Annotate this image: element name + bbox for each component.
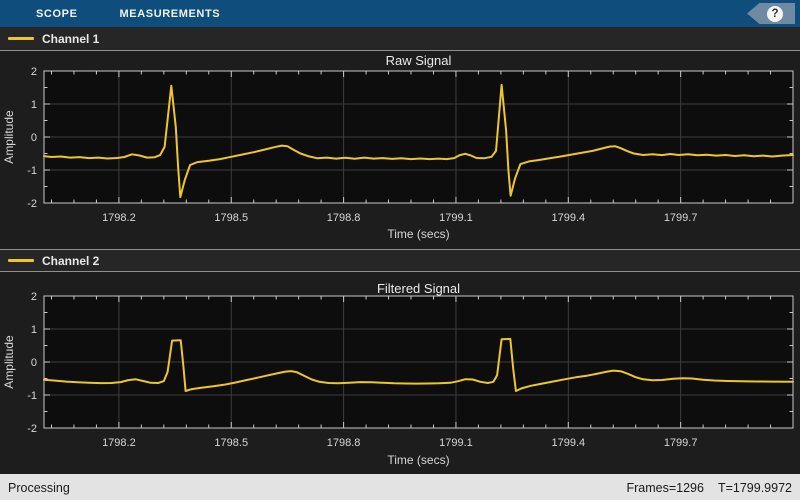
question-mark-icon: ?	[767, 5, 783, 22]
status-bar: Processing Frames=1296 T=1799.9972	[0, 474, 800, 500]
help-button[interactable]: ?	[747, 3, 795, 24]
svg-text:1: 1	[31, 324, 37, 336]
svg-text:Amplitude: Amplitude	[2, 335, 16, 389]
status-frames: Frames=1296	[626, 480, 704, 495]
svg-text:Raw Signal: Raw Signal	[386, 53, 452, 68]
filtered-signal-chart[interactable]: 1798.2 1798.5 1798.8 1799.1 1799.4 1799.7 -2 -1…	[0, 272, 800, 474]
svg-text:0: 0	[31, 132, 37, 144]
legend-label-channel-2: Channel 2	[42, 253, 100, 268]
svg-text:1799.4: 1799.4	[551, 437, 585, 449]
svg-text:-1: -1	[27, 390, 37, 402]
svg-text:1799.4: 1799.4	[551, 212, 585, 224]
legend-channel-2: Channel 2	[0, 249, 800, 272]
svg-text:1799.1: 1799.1	[439, 212, 473, 224]
filtered-signal-panel: 1798.2 1798.5 1798.8 1799.1 1799.4 1799.7 -2 -1…	[0, 272, 800, 474]
svg-text:-1: -1	[27, 165, 37, 177]
svg-text:1798.5: 1798.5	[214, 437, 248, 449]
status-time: T=1799.9972	[717, 480, 792, 495]
svg-text:1: 1	[31, 99, 37, 111]
svg-text:1798.8: 1798.8	[327, 437, 361, 449]
raw-signal-panel: 1798.2 1798.5 1798.8 1799.1 1799.4 1799.7 -2 -1…	[0, 51, 800, 249]
svg-text:1798.2: 1798.2	[102, 437, 136, 449]
svg-text:1798.2: 1798.2	[102, 212, 136, 224]
legend-label-channel-1: Channel 1	[42, 31, 100, 46]
svg-text:Time (secs): Time (secs)	[387, 453, 449, 467]
svg-text:Amplitude: Amplitude	[2, 110, 16, 164]
svg-text:0: 0	[31, 357, 37, 369]
svg-text:1798.8: 1798.8	[327, 212, 361, 224]
toolstrip-tab-bar: SCOPE MEASUREMENTS ?	[0, 0, 800, 27]
tab-measurements[interactable]: MEASUREMENTS	[119, 7, 221, 20]
legend-channel-1: Channel 1	[0, 27, 800, 51]
svg-text:-2: -2	[27, 198, 37, 210]
status-processing: Processing	[8, 480, 70, 495]
legend-line-swatch-icon	[8, 37, 34, 40]
raw-signal-chart[interactable]: 1798.2 1798.5 1798.8 1799.1 1799.4 1799.7 -2 -1…	[0, 51, 800, 249]
svg-text:Time (secs): Time (secs)	[387, 227, 449, 241]
svg-text:1798.5: 1798.5	[214, 212, 248, 224]
svg-text:1799.7: 1799.7	[664, 437, 698, 449]
legend-line-swatch-icon	[8, 259, 34, 262]
svg-text:2: 2	[31, 291, 37, 303]
svg-text:1799.1: 1799.1	[439, 437, 473, 449]
svg-text:2: 2	[31, 66, 37, 78]
tab-scope[interactable]: SCOPE	[36, 7, 78, 20]
svg-text:Filtered Signal: Filtered Signal	[377, 281, 460, 296]
svg-text:1799.7: 1799.7	[664, 212, 698, 224]
svg-text:-2: -2	[27, 423, 37, 435]
